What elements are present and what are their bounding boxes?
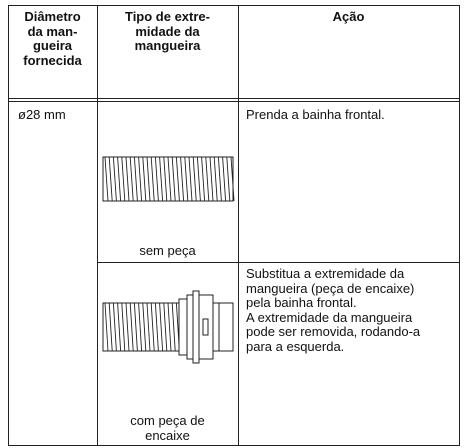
text-line: fornecida xyxy=(23,52,82,68)
border xyxy=(8,445,460,446)
text-line: gueira xyxy=(32,38,72,53)
drawing xyxy=(184,156,189,202)
text-line: mangueira xyxy=(134,38,201,53)
drawing xyxy=(178,298,188,356)
drawing xyxy=(146,156,151,202)
text-line: Diâmetro xyxy=(24,9,81,24)
drawing xyxy=(205,156,210,202)
drawing xyxy=(167,302,172,352)
text-line: encaixe xyxy=(145,427,190,443)
drawing xyxy=(112,156,117,202)
drawing xyxy=(125,302,130,352)
drawing xyxy=(150,302,155,352)
drawing xyxy=(142,302,147,352)
border xyxy=(238,5,239,446)
drawing xyxy=(117,302,122,352)
border xyxy=(459,5,460,446)
drawing xyxy=(217,156,222,202)
header-cell: Diâmetro da man-gueira fornecida xyxy=(8,9,97,68)
text-line: para a esquerda. xyxy=(246,338,345,354)
type-caption: sem peça xyxy=(97,243,238,259)
text-line: da man- xyxy=(27,23,78,39)
drawing xyxy=(167,156,172,202)
text-line: Ação xyxy=(332,9,365,24)
type-caption: com peça de encaixe xyxy=(97,413,238,443)
text-line: Tipo de extre- xyxy=(124,9,210,24)
drawing xyxy=(159,302,164,352)
drawing xyxy=(150,156,155,202)
border xyxy=(8,98,460,99)
text-line: sem peça xyxy=(139,243,196,258)
drawing xyxy=(188,156,193,202)
drawing xyxy=(163,302,168,352)
text-line: pela bainha frontal. xyxy=(246,295,357,310)
drawing xyxy=(171,302,176,352)
border xyxy=(8,5,9,446)
action-cell: Substitua a extremidade da mangueira (peç… xyxy=(246,266,421,354)
text-line: midade da xyxy=(135,23,200,39)
drawing xyxy=(212,302,234,352)
drawing xyxy=(133,302,138,352)
drawing xyxy=(202,318,209,336)
drawing xyxy=(112,302,117,352)
border xyxy=(97,5,98,446)
drawing xyxy=(121,302,126,352)
drawing xyxy=(213,156,218,202)
drawing xyxy=(121,156,126,202)
drawing xyxy=(129,156,134,202)
drawing xyxy=(222,156,227,202)
text-line: A extremidade da mangueira xyxy=(246,309,413,325)
drawing xyxy=(196,156,201,202)
drawing xyxy=(117,156,122,202)
drawing xyxy=(159,156,164,202)
text-line: pode ser removida, rodando-a xyxy=(246,324,421,339)
drawing xyxy=(171,156,176,202)
drawing xyxy=(209,156,214,202)
border xyxy=(97,262,460,263)
drawing xyxy=(186,294,194,360)
text-line: Prenda a bainha frontal. xyxy=(246,107,385,122)
drawing xyxy=(163,156,168,202)
text-line: mangueira (peça de encaixe) xyxy=(246,280,415,296)
drawing xyxy=(180,156,185,202)
text-line: com peça de xyxy=(130,413,205,428)
drawing xyxy=(192,156,197,202)
hose-with-fitting xyxy=(102,290,234,364)
drawing xyxy=(133,156,138,202)
drawing xyxy=(108,302,113,352)
border xyxy=(8,5,460,6)
text-line: Substitua a extremidade da xyxy=(246,266,405,281)
drawing xyxy=(146,302,151,352)
border xyxy=(8,101,460,102)
drawing xyxy=(138,156,143,202)
drawing xyxy=(104,156,109,202)
hose-plain xyxy=(102,156,235,202)
action-cell: Prenda a bainha frontal. xyxy=(246,107,385,123)
drawing xyxy=(104,302,109,352)
drawing xyxy=(175,156,180,202)
drawing xyxy=(192,290,200,364)
drawing xyxy=(142,156,147,202)
drawing xyxy=(154,156,159,202)
header-cell: Ação xyxy=(238,9,459,25)
drawing xyxy=(125,156,130,202)
drawing xyxy=(129,302,134,352)
drawing xyxy=(226,156,231,202)
drawing xyxy=(108,156,113,202)
drawing xyxy=(138,302,143,352)
drawing xyxy=(154,302,159,352)
drawing xyxy=(230,156,235,202)
diameter: ø28 mm xyxy=(18,107,66,122)
drawing xyxy=(201,156,206,202)
diameter-cell: ø28 mm xyxy=(18,107,66,123)
header-cell: Tipo de extre-midade da mangueira xyxy=(97,9,238,54)
